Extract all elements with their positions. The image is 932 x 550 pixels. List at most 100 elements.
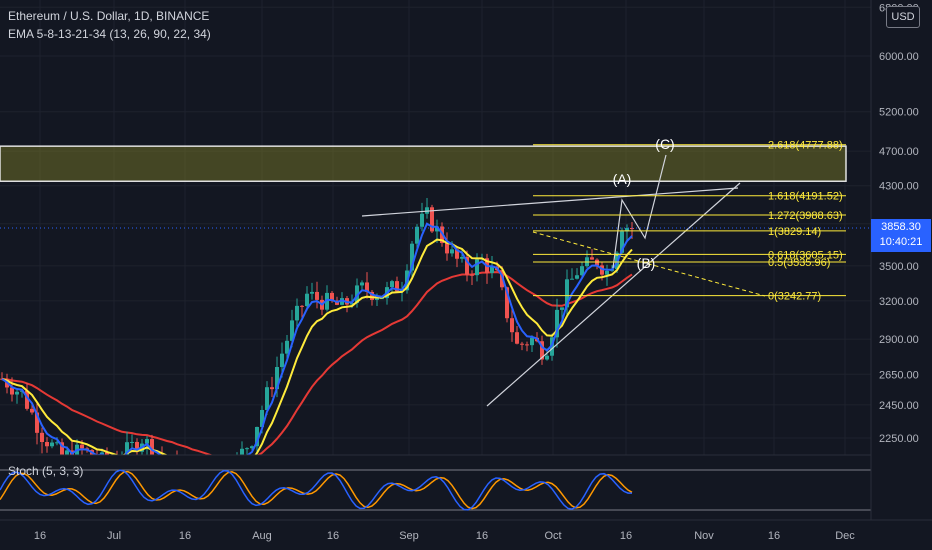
candle-body: [565, 279, 569, 308]
candle-body: [270, 387, 274, 390]
candle-body: [80, 444, 84, 449]
candle-body: [425, 207, 429, 214]
candle-body: [285, 340, 289, 354]
candle-body: [580, 266, 584, 276]
candle-body: [390, 281, 394, 288]
candle-body: [430, 207, 434, 232]
fib-level-label: 0.618(3605.15): [768, 249, 843, 261]
candle-body: [525, 344, 529, 346]
candle-body: [605, 270, 609, 275]
candle-body: [510, 318, 514, 333]
candle-body: [595, 259, 599, 266]
candle-body: [325, 292, 329, 310]
price-tick-label: 2900.00: [879, 334, 919, 346]
candle-body: [50, 442, 54, 447]
candle-body: [540, 341, 544, 360]
candle-body: [420, 213, 424, 227]
candle-body: [75, 444, 79, 463]
candle-body: [620, 231, 624, 253]
candle-body: [560, 307, 564, 310]
resistance-trendline: [361, 187, 739, 217]
stoch-pane[interactable]: 100.0050.00: [0, 453, 913, 520]
candle-body: [590, 257, 594, 260]
candle-body: [30, 408, 34, 413]
candle-body: [65, 450, 69, 457]
stoch-k-line: [0, 469, 632, 511]
fib-level-label: 1(3829.14): [768, 226, 821, 238]
time-tick-label: 16: [179, 530, 191, 542]
candle-body: [265, 387, 269, 411]
time-tick-label: 16: [34, 530, 46, 542]
candle-body: [305, 293, 309, 307]
candle-body: [455, 249, 459, 259]
time-axis[interactable]: 16 Jul 16 Aug 16 Sep 16 Oct 16 Nov 16 Dec: [0, 519, 932, 542]
candle-body: [260, 410, 264, 427]
candle-body: [290, 320, 294, 341]
candle-body: [370, 291, 374, 300]
resistance-zone: [0, 145, 847, 182]
candle-body: [570, 278, 574, 280]
candle-body: [375, 298, 379, 300]
candle-body: [350, 303, 354, 305]
candle-body: [310, 291, 314, 294]
candle-body: [505, 287, 509, 319]
last-price: 3858.30: [881, 221, 921, 233]
wave-labels: (A) (B) (C): [613, 136, 675, 271]
price-axis[interactable]: 6800.006000.005200.004700.004300.003900.…: [870, 0, 932, 550]
candle-body: [280, 353, 284, 368]
candle-body: [520, 343, 524, 345]
candle-body: [475, 259, 479, 276]
time-tick-label: Oct: [544, 530, 561, 542]
price-tick-label: 4700.00: [879, 146, 919, 158]
candle-body: [515, 332, 519, 344]
resistance-zone-rect: [0, 145, 847, 182]
candle-body: [315, 291, 319, 300]
time-tick-label: 16: [327, 530, 339, 542]
candle-body: [470, 274, 474, 276]
time-tick-label: Dec: [835, 530, 855, 542]
candle-body: [330, 292, 334, 301]
wave-label: (C): [655, 136, 674, 152]
fib-levels[interactable]: 2.618(4777.88) 1.618(4191.52) 1.272(3988.6…: [533, 140, 846, 303]
ema-red-path: [1, 271, 633, 462]
symbol-title: Ethereum / U.S. Dollar, 1D, BINANCE: [8, 9, 210, 23]
bar-countdown: 10:40:21: [879, 236, 923, 248]
candle-body: [460, 257, 464, 259]
candle-body: [135, 441, 139, 452]
trendline-drawings[interactable]: [0, 154, 871, 407]
candle-body: [145, 439, 149, 444]
currency-badge[interactable]: USD: [886, 6, 920, 28]
price-tick-label: 3200.00: [879, 296, 919, 308]
candle-body: [575, 275, 579, 279]
stoch-label: Stoch (5, 3, 3): [8, 464, 84, 478]
candle-body: [130, 441, 134, 443]
candle-body: [630, 227, 634, 229]
stoch-background: [0, 455, 871, 520]
candle-body: [25, 390, 29, 409]
candle-body: [340, 298, 344, 305]
candle-body: [360, 282, 364, 286]
last-price-badge: 3858.30 10:40:21: [871, 219, 931, 252]
candle-body: [545, 355, 549, 360]
candle-body: [445, 243, 449, 254]
time-tick-label: 16: [768, 530, 780, 542]
candle-body: [275, 367, 279, 390]
candle-body: [450, 249, 454, 254]
candle-body: [255, 426, 259, 447]
time-tick-label: Jul: [107, 530, 121, 542]
candle-body: [45, 442, 49, 447]
time-tick-label: Nov: [694, 530, 714, 542]
candle-body: [410, 243, 414, 271]
indicator-label: EMA 5-8-13-21-34 (13, 26, 90, 22, 34): [8, 27, 211, 41]
price-axis-background: [871, 0, 932, 550]
time-tick-label: 16: [620, 530, 632, 542]
candle-body: [250, 446, 254, 449]
candle-body: [240, 448, 244, 457]
candle-body: [60, 442, 64, 457]
time-tick-label: Aug: [252, 530, 272, 542]
time-tick-label: Sep: [399, 530, 419, 542]
fib-trend-dashed-line: [532, 231, 766, 297]
price-tick-label: 3500.00: [879, 261, 919, 273]
candle-body: [490, 266, 494, 273]
